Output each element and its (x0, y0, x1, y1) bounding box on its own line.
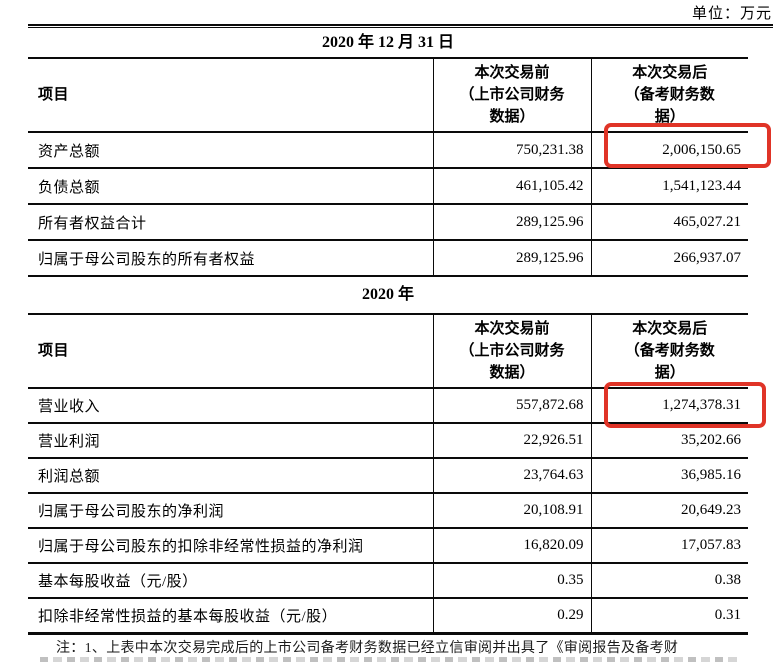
item-cell: 基本每股收益（元/股） (28, 563, 434, 599)
value-before-cell: 289,125.96 (433, 204, 592, 241)
item-cell: 负债总额 (28, 168, 434, 205)
value-after-cell: 17,057.83 (591, 528, 748, 564)
table-row: 负债总额 461,105.42 1,541,123.44 (28, 168, 748, 205)
table2-title: 2020 年 (361, 286, 414, 303)
value-before-cell: 289,125.96 (433, 240, 592, 277)
value-before-cell: 461,105.42 (433, 168, 592, 205)
value-after-cell: 266,937.07 (591, 240, 748, 277)
value-before-cell: 16,820.09 (433, 528, 592, 564)
highlight-box-total-assets (604, 123, 771, 168)
table-row: 所有者权益合计 289,125.96 465,027.21 (28, 204, 748, 241)
footnote: 注：1、上表中本次交易完成后的上市公司备考财务数据已经立信审阅并出具了《审阅报告… (56, 641, 679, 656)
item-cell: 归属于母公司股东的扣除非经常性损益的净利润 (28, 528, 434, 564)
value-after-cell: 465,027.21 (591, 204, 748, 241)
value-before-cell: 0.35 (433, 563, 592, 599)
item-cell: 归属于母公司股东的净利润 (28, 493, 434, 529)
item-cell: 营业利润 (28, 423, 434, 459)
value-before-cell: 557,872.68 (433, 388, 592, 424)
item-cell: 营业收入 (28, 388, 434, 424)
value-before-cell: 0.29 (433, 598, 592, 635)
header-after-transaction: 本次交易后 （备考财务数 据） (591, 57, 748, 133)
header-after-transaction: 本次交易后 （备考财务数 据） (591, 313, 748, 389)
header-before-transaction: 本次交易前 （上市公司财务 数据） (433, 57, 592, 133)
table2-header-row: 项目 本次交易前 （上市公司财务 数据） 本次交易后 （备考财务数 据） (28, 313, 748, 389)
header-item: 项目 (28, 313, 434, 389)
balance-sheet-table: 项目 本次交易前 （上市公司财务 数据） 本次交易后 （备考财务数 据） 资产总… (28, 57, 748, 277)
value-before-cell: 22,926.51 (433, 423, 592, 459)
income-statement-table: 项目 本次交易前 （上市公司财务 数据） 本次交易后 （备考财务数 据） 营业收… (28, 313, 748, 635)
value-after-cell: 0.38 (591, 563, 748, 599)
header-item: 项目 (28, 57, 434, 133)
table1-title: 2020 年 12 月 31 日 (321, 34, 454, 51)
table1-header-row: 项目 本次交易前 （上市公司财务 数据） 本次交易后 （备考财务数 据） (28, 57, 748, 133)
table-row: 归属于母公司股东的净利润 20,108.91 20,649.23 (28, 493, 748, 529)
table-row: 营业利润 22,926.51 35,202.66 (28, 423, 748, 459)
table-row: 资产总额 750,231.38 2,006,150.65 (28, 132, 748, 169)
table-row: 营业收入 557,872.68 1,274,378.31 (28, 388, 748, 424)
table-row: 归属于母公司股东的所有者权益 289,125.96 266,937.07 (28, 240, 748, 277)
value-before-cell: 750,231.38 (433, 132, 592, 169)
value-after-cell: 1,541,123.44 (591, 168, 748, 205)
item-cell: 扣除非经常性损益的基本每股收益（元/股） (28, 598, 434, 635)
value-after-cell: 35,202.66 (591, 423, 748, 459)
table-row: 利润总额 23,764.63 36,985.16 (28, 458, 748, 494)
value-before-cell: 23,764.63 (433, 458, 592, 494)
item-cell: 所有者权益合计 (28, 204, 434, 241)
top-double-rule (28, 24, 773, 28)
highlight-box-operating-revenue (604, 382, 766, 428)
value-before-cell: 20,108.91 (433, 493, 592, 529)
item-cell: 归属于母公司股东的所有者权益 (28, 240, 434, 277)
table-row: 扣除非经常性损益的基本每股收益（元/股） 0.29 0.31 (28, 598, 748, 635)
value-after-cell: 0.31 (591, 598, 748, 635)
value-after-cell: 36,985.16 (591, 458, 748, 494)
unit-label: 单位：万元 (691, 6, 772, 22)
table-row: 归属于母公司股东的扣除非经常性损益的净利润 16,820.09 17,057.83 (28, 528, 748, 564)
table-row: 基本每股收益（元/股） 0.35 0.38 (28, 563, 748, 599)
item-cell: 利润总额 (28, 458, 434, 494)
item-cell: 资产总额 (28, 132, 434, 169)
value-after-cell: 20,649.23 (591, 493, 748, 529)
header-before-transaction: 本次交易前 （上市公司财务 数据） (433, 313, 592, 389)
cut-off-text-line (40, 657, 740, 662)
value-after-cell: 1,274,378.31 (591, 388, 748, 424)
